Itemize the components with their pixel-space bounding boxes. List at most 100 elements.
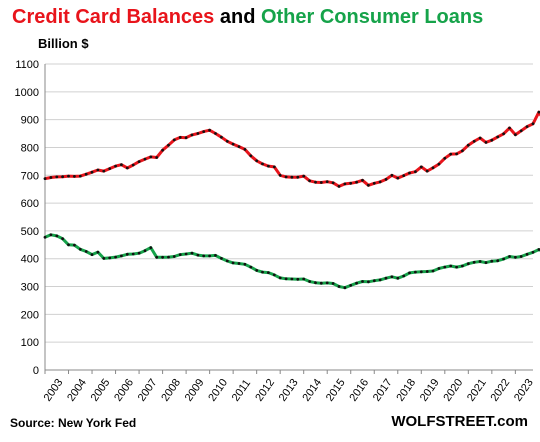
y-tick-label: 800 xyxy=(21,142,39,154)
data-point xyxy=(149,155,153,159)
data-point xyxy=(302,277,306,281)
data-point xyxy=(425,270,429,273)
y-tick-label: 600 xyxy=(21,198,39,210)
x-tick-label: 2015 xyxy=(324,377,348,404)
data-point xyxy=(73,243,76,247)
data-point xyxy=(367,280,370,284)
data-point xyxy=(43,177,47,181)
data-point xyxy=(102,257,106,260)
data-point xyxy=(314,180,317,184)
data-point xyxy=(308,179,311,183)
data-point xyxy=(184,136,188,140)
data-point xyxy=(125,252,129,256)
data-point xyxy=(278,276,282,280)
data-point xyxy=(108,256,112,260)
x-tick-label: 2008 xyxy=(159,377,183,404)
data-point xyxy=(478,136,482,140)
data-point xyxy=(237,262,241,265)
data-point xyxy=(519,129,523,133)
data-point xyxy=(449,264,453,268)
data-point xyxy=(308,280,311,283)
data-point xyxy=(378,278,382,282)
data-point xyxy=(90,253,94,256)
data-point xyxy=(390,275,394,279)
data-point xyxy=(214,132,217,135)
data-point xyxy=(414,270,417,274)
data-point xyxy=(102,169,106,173)
data-point xyxy=(349,284,353,287)
data-point xyxy=(390,173,394,177)
data-point xyxy=(184,252,188,256)
data-point xyxy=(419,270,423,274)
y-tick-label: 900 xyxy=(21,115,39,127)
data-point xyxy=(372,279,376,283)
data-point xyxy=(120,254,123,258)
data-point xyxy=(261,270,264,274)
brand-label: WOLFSTREET.com xyxy=(391,413,528,430)
data-point xyxy=(61,237,64,241)
data-point xyxy=(355,281,358,285)
data-point xyxy=(514,133,517,137)
data-point xyxy=(49,176,53,179)
data-point xyxy=(220,135,223,139)
data-point xyxy=(272,165,276,169)
data-point xyxy=(461,264,464,268)
data-point xyxy=(196,253,200,257)
chart-title: Credit Card Balances and Other Consumer … xyxy=(12,6,483,29)
data-point xyxy=(202,130,206,134)
data-point xyxy=(161,148,165,152)
data-point xyxy=(349,181,353,185)
data-point xyxy=(196,132,200,135)
data-point xyxy=(249,154,253,158)
data-point xyxy=(108,167,112,171)
data-point xyxy=(96,168,100,172)
data-point xyxy=(208,128,212,132)
data-point xyxy=(120,163,123,167)
data-point xyxy=(67,174,70,178)
y-tick-label: 400 xyxy=(21,254,39,266)
data-point xyxy=(167,143,170,147)
data-point xyxy=(325,281,329,285)
data-point xyxy=(214,254,217,257)
data-point xyxy=(178,253,182,256)
data-point xyxy=(255,159,259,163)
source-note: Source: New York Fed xyxy=(10,416,137,430)
data-point xyxy=(243,148,247,151)
data-point xyxy=(443,265,447,269)
data-point xyxy=(272,273,276,277)
data-point xyxy=(55,175,59,179)
x-tick-label: 2019 xyxy=(418,377,442,404)
x-tick-label: 2005 xyxy=(89,377,113,404)
data-point xyxy=(449,152,453,156)
data-point xyxy=(49,233,53,237)
data-point xyxy=(531,250,535,254)
data-point xyxy=(302,174,306,178)
data-point xyxy=(231,142,235,146)
data-point xyxy=(355,180,358,184)
x-tick-label: 2007 xyxy=(136,377,160,404)
data-point xyxy=(508,255,511,258)
data-point xyxy=(384,276,388,280)
x-tick-label: 2016 xyxy=(347,377,371,404)
data-point xyxy=(114,255,117,259)
data-point xyxy=(114,164,117,168)
data-point xyxy=(143,249,147,253)
data-point xyxy=(237,145,241,149)
data-point xyxy=(519,255,523,258)
x-tick-label: 2018 xyxy=(394,377,418,404)
data-point xyxy=(78,174,82,178)
data-point xyxy=(431,269,435,273)
data-point xyxy=(331,181,335,185)
data-point xyxy=(408,171,411,175)
data-point xyxy=(466,143,470,147)
data-point xyxy=(408,271,411,275)
data-point xyxy=(155,255,159,259)
data-point xyxy=(267,271,270,274)
data-point xyxy=(131,252,135,256)
data-point xyxy=(525,125,529,128)
data-point xyxy=(137,251,141,255)
data-point xyxy=(96,250,100,254)
data-point xyxy=(466,262,470,266)
data-point xyxy=(396,276,400,280)
data-point xyxy=(55,234,59,238)
